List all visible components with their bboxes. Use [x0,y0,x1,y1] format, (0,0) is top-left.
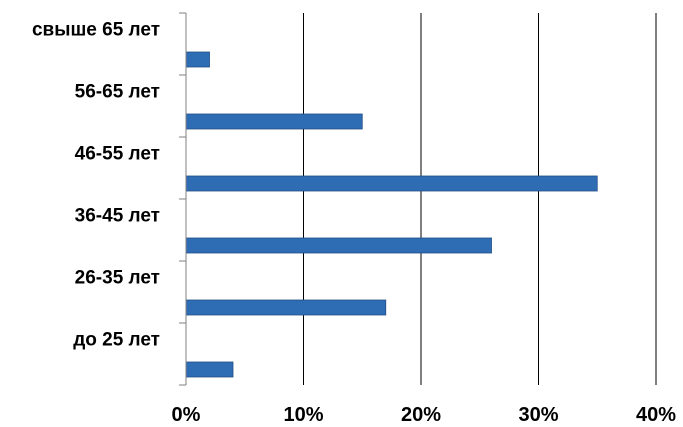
bar [185,361,234,378]
x-tick-label: 40% [636,404,676,426]
x-tick-label: 0% [172,404,201,426]
category-label: 26-35 лет [75,267,160,288]
category-label: 56-65 лет [75,81,160,102]
bar [185,237,492,254]
x-tick-label: 10% [283,404,323,426]
category-label: до 25 лет [73,329,160,350]
category-label: 36-45 лет [75,205,160,226]
bar [185,113,363,130]
gridlines [303,13,657,385]
bars [185,51,598,378]
bar [185,299,387,316]
x-tick-label: 30% [518,404,558,426]
bar [185,175,598,192]
category-label: свыше 65 лет [32,19,160,40]
x-tick-label: 20% [401,404,441,426]
bar [185,51,210,68]
value-tick-labels: 0% 10% 20% 30% 40% [172,404,677,426]
category-axis [179,12,187,386]
category-label: 46-55 лет [75,143,160,164]
category-labels: до 25 лет 26-35 лет 36-45 лет 46-55 лет 56-6… [32,19,160,350]
